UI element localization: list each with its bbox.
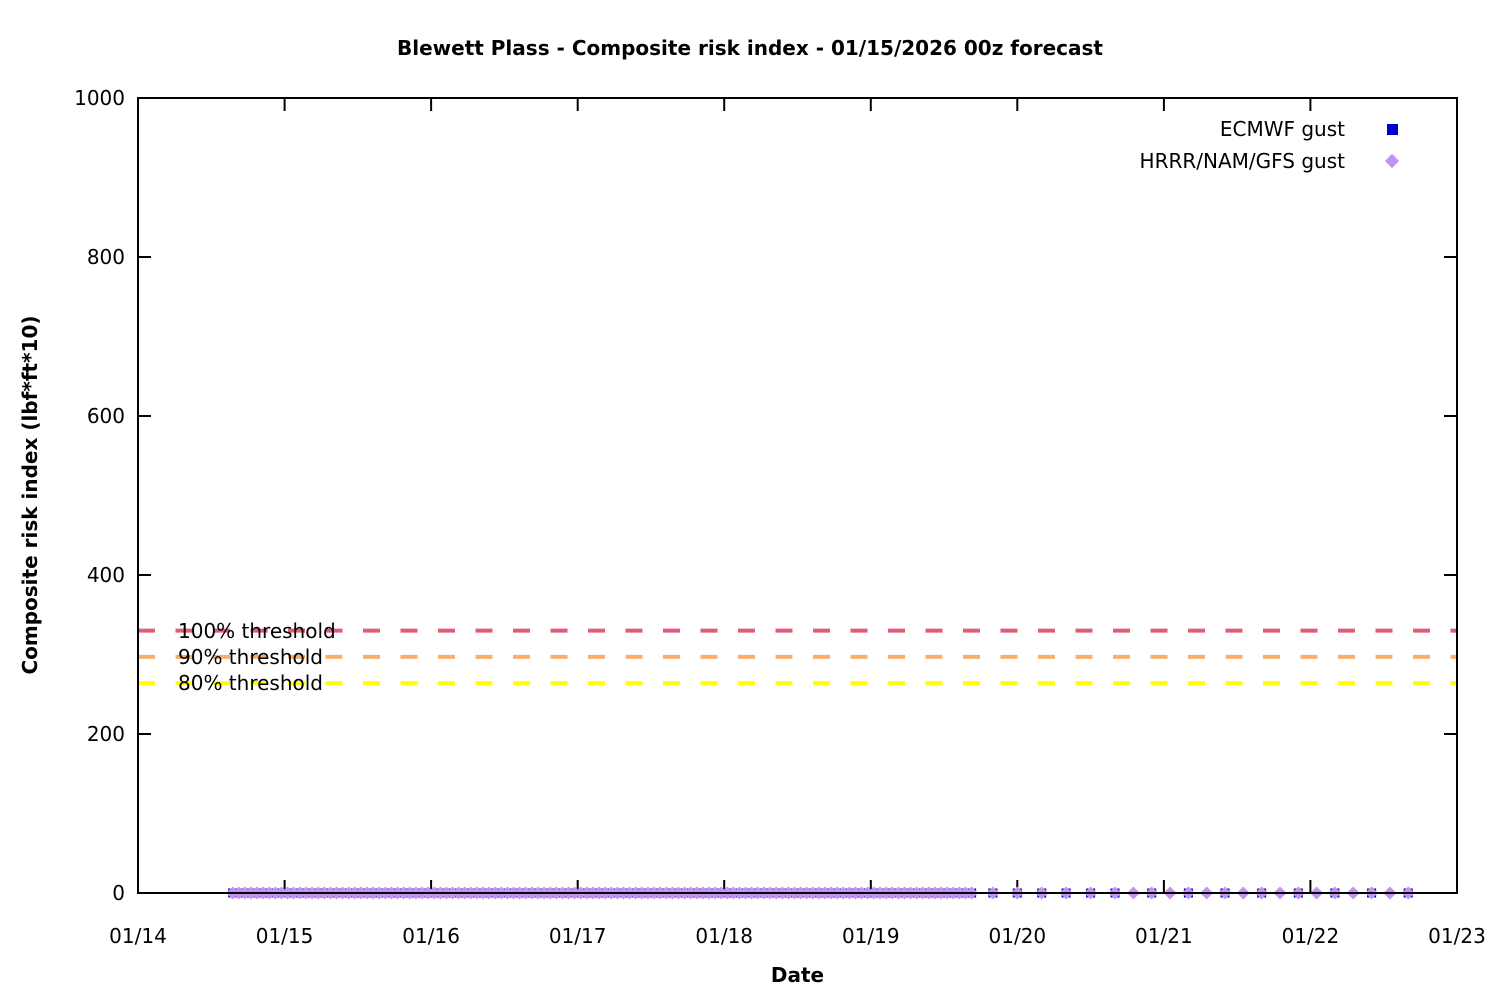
x-tick-label: 01/15 xyxy=(255,924,314,948)
legend-label-hrrr-nam-gfs: HRRR/NAM/GFS gust xyxy=(1139,149,1345,173)
y-tick-label: 1000 xyxy=(74,86,125,110)
threshold-label-90: 90% threshold xyxy=(178,644,323,669)
legend-item-hrrr-nam-gfs: HRRR/NAM/GFS gust xyxy=(1139,145,1400,177)
x-tick-label: 01/18 xyxy=(695,924,754,948)
y-tick-label: 600 xyxy=(86,404,125,428)
x-tick-label: 01/23 xyxy=(1428,924,1486,948)
square-marker-icon xyxy=(1386,123,1398,135)
x-tick-label: 01/22 xyxy=(1281,924,1340,948)
legend-label-ecmwf: ECMWF gust xyxy=(1219,117,1345,141)
chart-title: Blewett Plass - Composite risk index - 0… xyxy=(396,36,1103,60)
x-tick-label: 01/19 xyxy=(841,924,900,948)
legend-marker-box xyxy=(1384,145,1400,177)
y-tick-label: 800 xyxy=(86,245,125,269)
y-tick-label: 400 xyxy=(86,563,125,587)
x-tick-label: 01/21 xyxy=(1135,924,1193,948)
x-tick-label: 01/20 xyxy=(988,924,1047,948)
x-tick-label: 01/17 xyxy=(548,924,607,948)
diamond-marker-icon xyxy=(1384,153,1400,169)
threshold-label-100: 100% threshold xyxy=(178,618,336,643)
x-tick-label: 01/16 xyxy=(402,924,460,948)
x-tick-label: 01/14 xyxy=(109,924,167,948)
legend-item-ecmwf: ECMWF gust xyxy=(1220,113,1398,145)
legend: ECMWF gust HRRR/NAM/GFS gust xyxy=(1139,113,1400,177)
y-tick-label: 0 xyxy=(112,881,125,905)
y-tick-label: 200 xyxy=(86,722,125,746)
threshold-label-80: 80% threshold xyxy=(178,671,323,696)
x-axis-title: Date xyxy=(770,963,825,987)
legend-marker-box xyxy=(1386,113,1398,145)
